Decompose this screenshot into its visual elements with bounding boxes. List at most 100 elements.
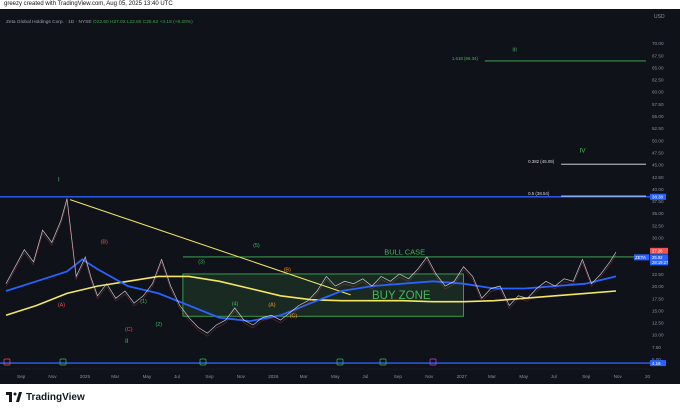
wave-label: IV <box>579 147 586 154</box>
symbol-tag <box>634 254 649 261</box>
symbol-legend: Zeta Global Holdings Corp. · 1D · NYSE O… <box>6 20 193 25</box>
wave-label: (B) <box>284 268 291 274</box>
y-tick-label: 45.00 <box>652 163 664 168</box>
wave-label: (B) <box>101 239 108 245</box>
tradingview-icon <box>6 392 22 402</box>
y-tick-label: 17.50 <box>652 296 664 301</box>
price-tag-label: 28:19:27 <box>652 260 669 265</box>
x-tick-label: Jul <box>362 374 368 379</box>
level-price-label: 4.16 <box>652 361 661 366</box>
y-tick-label: 7.50 <box>652 345 661 350</box>
symbol-tag-label: ZETA <box>635 255 646 260</box>
x-tick-label: May <box>331 374 340 379</box>
tradingview-logo[interactable]: TradingView <box>6 391 85 403</box>
brand-name: TradingView <box>26 391 85 403</box>
wave-label: (4) <box>232 302 239 308</box>
y-tick-label: 20.00 <box>652 284 664 289</box>
ohlc-values: O22.60 H27.02 L22.60 C25.62 +3.18 (+8.20… <box>92 20 193 25</box>
x-tick-label: Jul <box>551 374 557 379</box>
y-tick-label: 30.00 <box>652 236 664 241</box>
y-tick-label: 32.50 <box>652 223 664 228</box>
buy-zone-label: BUY ZONE <box>372 290 431 302</box>
event-marker[interactable] <box>336 358 344 366</box>
y-tick-label: 47.50 <box>652 150 664 155</box>
event-marker[interactable] <box>59 358 67 366</box>
y-tick-label: 67.50 <box>652 53 664 58</box>
footer-bar: TradingView <box>0 384 680 409</box>
price-tag <box>650 254 668 261</box>
y-tick-label: 15.00 <box>652 308 664 313</box>
wave-label: (1) <box>140 299 147 305</box>
descending-trendline[interactable] <box>69 199 351 296</box>
bull-case-label: BULL CASE <box>384 247 425 256</box>
price-tag-label: 25.92 <box>652 255 663 260</box>
y-tick-label: 55.00 <box>652 114 664 119</box>
fib-level-label: 0.5 (38.54) <box>528 191 550 196</box>
event-marker[interactable] <box>3 358 11 366</box>
x-tick-label: Sep <box>205 374 214 379</box>
x-tick-label: Nov <box>48 374 57 379</box>
y-tick-label: 5.00 <box>652 357 661 362</box>
attribution-text: greezy created with TradingView.com, Aug… <box>4 1 173 7</box>
y-tick-label: 62.50 <box>652 78 664 83</box>
level-price-label: 38.38 <box>652 195 664 200</box>
level-price-tag <box>650 360 666 367</box>
wave-label: (3) <box>198 259 205 265</box>
price-tag <box>650 247 668 254</box>
price-line-shadow <box>5 201 617 337</box>
price-tag-label: 27.26 <box>652 249 663 254</box>
event-marker[interactable] <box>199 358 207 366</box>
y-tick-label: 42.50 <box>652 175 664 180</box>
price-chart[interactable]: USD 70.00 67.50 65.00 62.50 60.00 57.50 55.00 52… <box>0 9 680 384</box>
x-tick-label: May <box>143 374 152 379</box>
x-tick-label: 2027 <box>457 374 468 379</box>
x-tick-label: Nov <box>237 374 246 379</box>
x-tick-label: 2025 <box>80 374 91 379</box>
x-tick-label: Jul <box>174 374 180 379</box>
wave-label: (5) <box>253 243 260 249</box>
wave-label: I <box>58 177 60 184</box>
y-tick-label: 70.00 <box>652 41 664 46</box>
y-tick-label: 52.50 <box>652 126 664 131</box>
wave-label: III <box>512 47 517 53</box>
wave-label: (A) <box>268 303 275 309</box>
event-marker[interactable] <box>379 358 387 366</box>
fib-level-label: 1.618 (66.34) <box>452 56 479 61</box>
x-tick-label: May <box>519 374 528 379</box>
wave-label: (C) <box>290 314 298 320</box>
wave-label: (A) <box>58 303 65 309</box>
fib-level-label: 0.382 (45.09) <box>528 159 555 164</box>
y-tick-label: 65.00 <box>652 65 664 70</box>
y-tick-label: 50.00 <box>652 138 664 143</box>
x-tick-label: Sep <box>17 374 26 379</box>
wave-label: (C) <box>125 327 133 333</box>
level-price-tag <box>650 193 666 200</box>
x-tick-label: Mar <box>488 374 496 379</box>
axis-currency-label: USD <box>654 14 665 20</box>
ma-blue-line <box>5 258 617 323</box>
y-tick-label: 60.00 <box>652 90 664 95</box>
ma-yellow-line <box>5 275 617 317</box>
wave-label: II <box>125 338 129 345</box>
x-tick-label: Nov <box>614 374 623 379</box>
x-tick-label: 20 <box>645 374 651 379</box>
x-tick-label: Mar <box>300 374 308 379</box>
y-tick-label: 10.00 <box>652 333 664 338</box>
y-tick-label: 40.00 <box>652 187 664 192</box>
x-tick-label: Nov <box>425 374 434 379</box>
attribution-bar: greezy created with TradingView.com, Aug… <box>0 0 680 9</box>
x-tick-label: Mar <box>111 374 119 379</box>
chart-area[interactable]: USD 70.00 67.50 65.00 62.50 60.00 57.50 55.00 52… <box>0 9 680 384</box>
y-tick-label: 12.50 <box>652 321 664 326</box>
y-tick-label: 35.00 <box>652 211 664 216</box>
x-tick-label: 2026 <box>268 374 279 379</box>
event-marker[interactable] <box>429 358 437 366</box>
price-tag <box>650 259 668 266</box>
y-tick-label: 57.50 <box>652 102 664 107</box>
wave-label: (2) <box>156 322 163 328</box>
y-tick-label: 37.50 <box>652 199 664 204</box>
x-tick-label: Sep <box>394 374 403 379</box>
price-line <box>5 198 617 334</box>
y-tick-label: 22.50 <box>652 272 664 277</box>
x-tick-label: Sep <box>582 374 591 379</box>
